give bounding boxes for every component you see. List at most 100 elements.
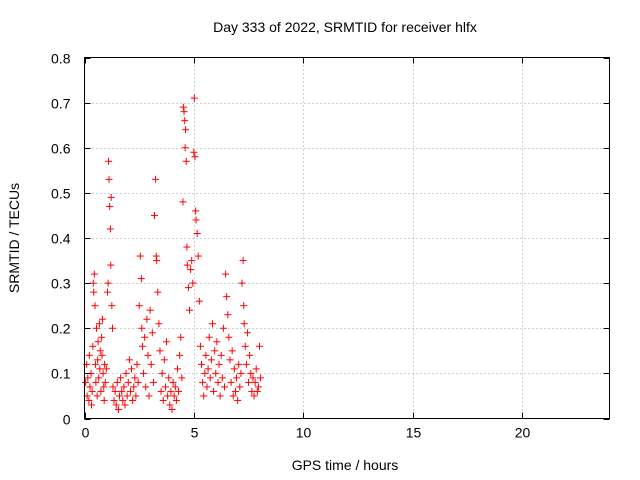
data-point — [178, 374, 186, 382]
data-point — [200, 392, 208, 400]
data-point — [130, 383, 138, 391]
data-point — [238, 279, 246, 287]
data-point — [101, 378, 109, 386]
data-point — [120, 383, 128, 391]
data-point — [237, 369, 245, 377]
data-point — [154, 288, 162, 296]
data-point — [89, 342, 97, 350]
data-point — [121, 401, 129, 409]
data-point — [125, 356, 133, 364]
data-point — [205, 333, 213, 341]
data-point — [182, 157, 190, 165]
data-point — [140, 369, 148, 377]
data-point — [234, 396, 242, 404]
data-point — [170, 392, 178, 400]
data-point — [246, 351, 254, 359]
data-point — [85, 396, 93, 404]
data-point — [94, 356, 102, 364]
data-point — [119, 396, 127, 404]
data-point — [118, 387, 126, 395]
data-point — [147, 360, 155, 368]
data-point — [236, 383, 244, 391]
y-tick-label: 0.8 — [51, 51, 71, 67]
data-point — [101, 360, 109, 368]
data-point — [105, 157, 113, 165]
data-point — [92, 378, 100, 386]
data-point — [117, 374, 125, 382]
data-point — [250, 392, 258, 400]
data-point — [249, 374, 257, 382]
data-point — [179, 198, 187, 206]
data-point — [228, 347, 236, 355]
data-point — [133, 360, 141, 368]
y-tick-label: 0 — [63, 412, 71, 428]
data-point — [240, 302, 248, 310]
data-point — [240, 320, 248, 328]
data-point — [90, 288, 98, 296]
data-point — [196, 342, 204, 350]
data-point — [136, 252, 144, 260]
data-point — [86, 383, 94, 391]
data-point — [247, 369, 255, 377]
data-point — [212, 369, 220, 377]
data-point — [116, 392, 123, 400]
data-point — [163, 338, 171, 346]
data-point — [166, 401, 174, 409]
data-point — [111, 387, 119, 395]
data-point — [184, 284, 192, 292]
data-point — [159, 396, 167, 404]
data-point — [91, 360, 99, 368]
data-point — [192, 207, 200, 215]
data-point — [216, 392, 224, 400]
data-point — [129, 396, 137, 404]
data-point — [235, 360, 243, 368]
data-point — [123, 392, 131, 400]
data-point — [179, 103, 187, 111]
data-point — [191, 153, 199, 161]
data-point — [190, 94, 198, 102]
data-point — [155, 320, 163, 328]
y-tick-label: 0.4 — [51, 231, 71, 247]
data-point — [84, 374, 92, 382]
data-point — [202, 351, 210, 359]
data-point — [143, 315, 151, 323]
data-point — [180, 108, 188, 116]
x-tick-label: 5 — [191, 425, 199, 441]
data-point — [215, 360, 223, 368]
data-point — [222, 270, 230, 278]
data-point — [187, 266, 195, 274]
data-point — [251, 378, 259, 386]
data-point — [93, 392, 101, 400]
data-point — [252, 365, 260, 373]
data-point — [201, 369, 209, 377]
data-point — [100, 396, 108, 404]
data-point — [256, 342, 263, 350]
data-point — [145, 392, 153, 400]
x-tick-label: 20 — [515, 425, 531, 441]
data-point — [199, 378, 207, 386]
y-tick-label: 0.2 — [51, 321, 71, 337]
data-point — [96, 347, 104, 355]
data-point — [241, 342, 249, 350]
data-point — [217, 351, 225, 359]
data-points-layer — [82, 94, 265, 413]
data-point — [105, 175, 113, 183]
data-point — [128, 365, 136, 373]
data-point — [95, 374, 103, 382]
data-point — [186, 306, 193, 314]
data-point — [181, 144, 189, 152]
data-point — [109, 324, 116, 332]
data-point — [148, 329, 156, 337]
data-point — [135, 302, 143, 310]
data-point — [153, 257, 161, 265]
data-point — [122, 369, 130, 377]
data-point — [193, 229, 201, 237]
data-point — [257, 374, 265, 382]
data-point — [106, 202, 114, 210]
data-point — [114, 405, 122, 413]
x-axis-label: GPS time / hours — [292, 457, 399, 473]
data-point — [181, 117, 189, 125]
data-point — [165, 374, 173, 382]
data-point — [224, 311, 232, 319]
